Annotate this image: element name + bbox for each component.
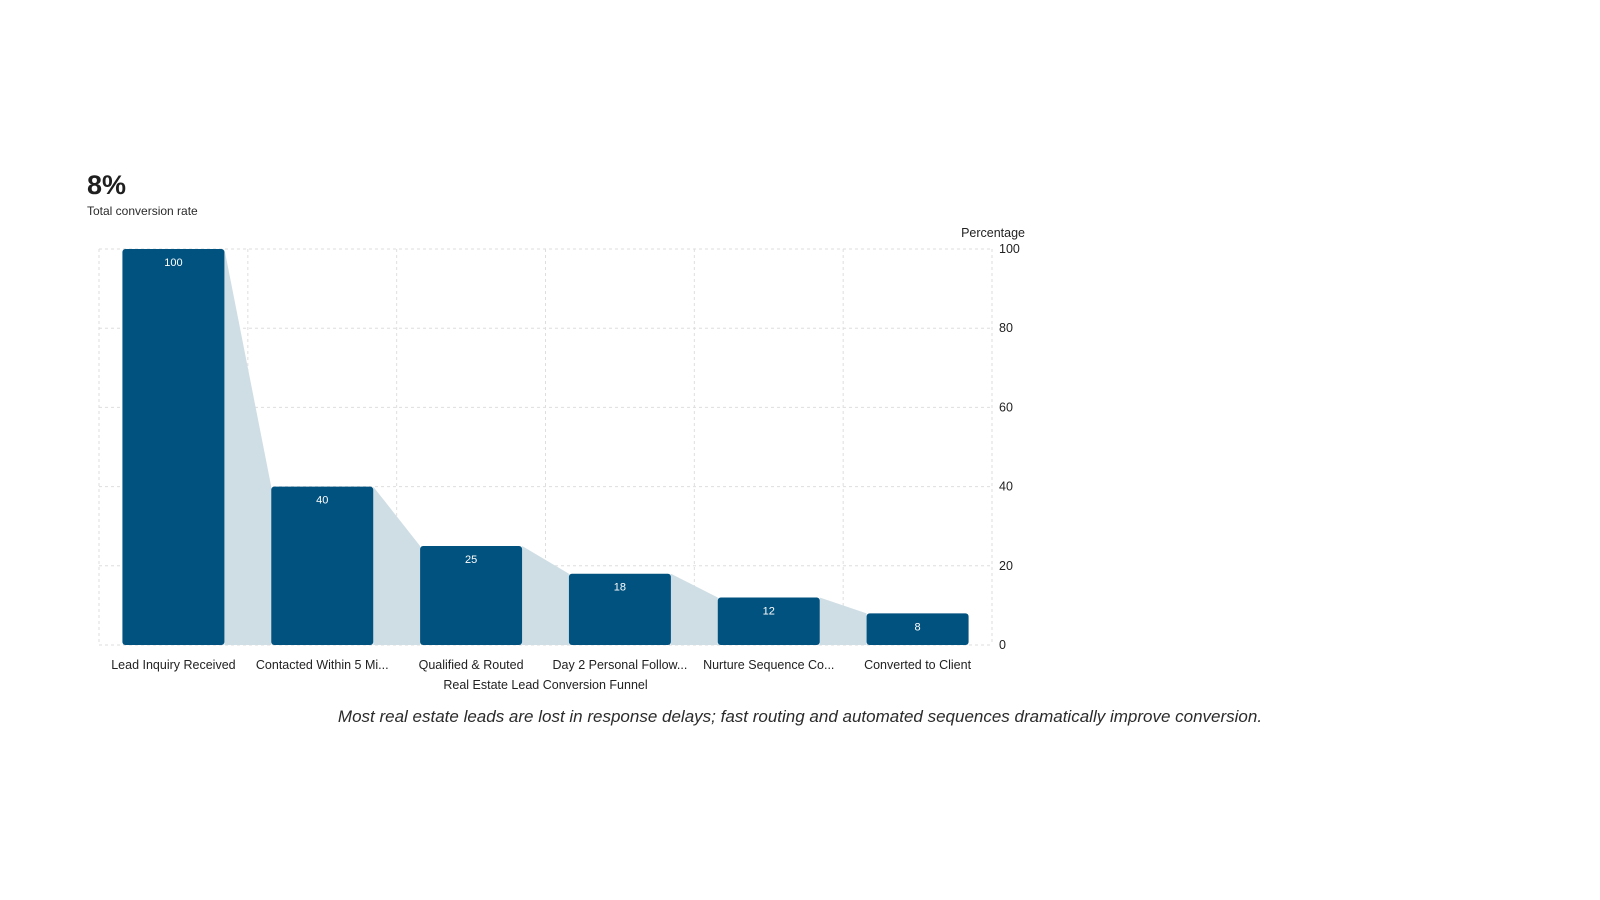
kpi-value: 8%: [87, 170, 127, 200]
x-tick-label: Lead Inquiry Received: [111, 658, 235, 672]
bar: [866, 613, 969, 645]
x-tick-label: Nurture Sequence Co...: [703, 658, 834, 672]
bar-value-label: 40: [316, 495, 328, 507]
bar: [568, 573, 671, 645]
bar-value-label: 25: [465, 554, 477, 566]
y-tick-label: 40: [999, 480, 1013, 494]
x-tick-label: Qualified & Routed: [419, 658, 524, 672]
bar: [271, 486, 374, 645]
bar-value-label: 100: [164, 257, 182, 269]
y-tick-label: 80: [999, 321, 1013, 335]
kpi-block: 8% Total conversion rate: [87, 170, 198, 219]
y-tick-label: 100: [999, 242, 1020, 256]
bar-value-label: 12: [763, 605, 775, 617]
funnel-connector: [670, 573, 718, 645]
x-tick-label: Day 2 Personal Follow...: [553, 658, 688, 672]
funnel-connector: [522, 546, 569, 645]
x-tick-label: Converted to Client: [864, 658, 972, 672]
chart-caption: Most real estate leads are lost in respo…: [337, 707, 1263, 726]
y-tick-label: 0: [999, 638, 1006, 652]
funnel-connector: [224, 249, 272, 645]
funnel-connector: [373, 486, 421, 645]
y-tick-label: 60: [999, 400, 1013, 414]
x-tick-label: Contacted Within 5 Mi...: [256, 658, 389, 672]
x-axis-title: Real Estate Lead Conversion Funnel: [443, 678, 647, 692]
y-axis-title: Percentage: [961, 226, 1025, 240]
y-tick-label: 20: [999, 559, 1013, 573]
bar: [717, 597, 820, 645]
bar: [420, 546, 523, 645]
bar-value-label: 18: [614, 582, 626, 594]
bar: [122, 249, 225, 645]
kpi-label: Total conversion rate: [87, 204, 198, 218]
funnel-connector: [819, 597, 867, 645]
bar-value-label: 8: [915, 621, 921, 633]
